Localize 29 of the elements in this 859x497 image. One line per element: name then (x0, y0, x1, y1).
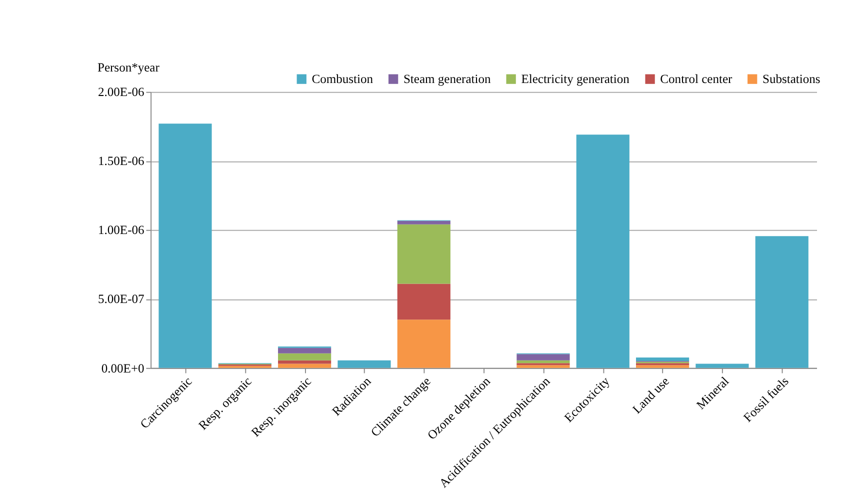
bar (636, 365, 690, 368)
legend-label: Steam generation (403, 72, 492, 86)
legend-label: Control center (660, 72, 734, 86)
bar (278, 360, 332, 364)
y-tick-label: 0.00E+0 (101, 361, 144, 376)
bar (158, 124, 212, 368)
bar (397, 320, 450, 368)
bar (755, 236, 808, 368)
bar (397, 224, 450, 284)
bar (516, 365, 570, 368)
y-tick-label: 5.00E-07 (98, 292, 144, 306)
y-tick-label: 1.00E-06 (98, 223, 144, 238)
bar (636, 358, 690, 362)
bar (516, 360, 570, 364)
y-tick-label: 2.00E-06 (98, 85, 144, 100)
legend-label: Electricity generation (521, 72, 630, 86)
y-tick-label: 1.50E-06 (98, 154, 144, 168)
bar (397, 220, 450, 224)
bar (397, 284, 450, 320)
bar (338, 360, 391, 368)
legend-label: Substations (762, 72, 820, 86)
legend-label: Combustion (312, 72, 374, 86)
bar (278, 348, 332, 354)
bar (278, 364, 332, 368)
bar (696, 364, 749, 368)
y-axis-title: Person*year (97, 60, 160, 75)
bar (516, 354, 570, 360)
bar (278, 353, 332, 360)
bar (576, 134, 630, 368)
